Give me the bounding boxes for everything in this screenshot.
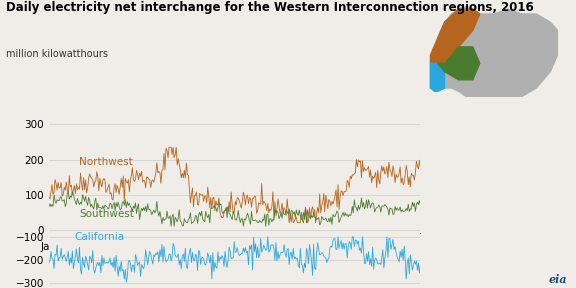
Polygon shape [430, 6, 558, 96]
Polygon shape [430, 9, 480, 63]
Text: Northwest: Northwest [79, 157, 133, 167]
Text: California: California [74, 232, 124, 242]
Text: million kilowatthours: million kilowatthours [6, 49, 108, 59]
Text: eia: eia [549, 274, 567, 285]
Text: Daily electricity net interchange for the Western Interconnection regions, 2016: Daily electricity net interchange for th… [6, 1, 533, 14]
Polygon shape [430, 63, 445, 91]
Text: Southwest: Southwest [79, 209, 134, 219]
Polygon shape [438, 47, 480, 80]
